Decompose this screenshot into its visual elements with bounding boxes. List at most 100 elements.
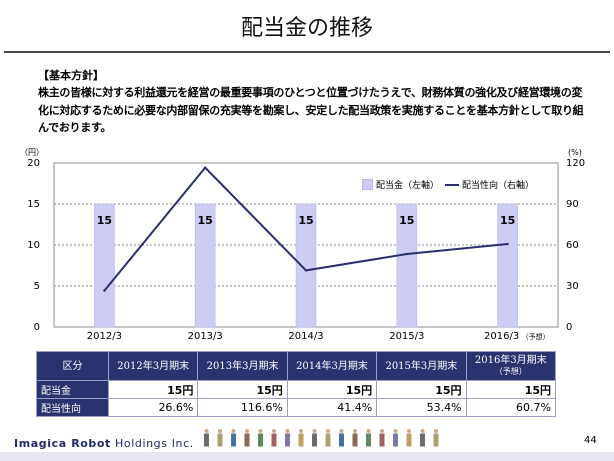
bar [396,203,418,328]
row-label-payout: 配当性向 [36,398,109,417]
bar-data-label: 15 [198,214,213,227]
bar-data-label: 15 [399,214,414,227]
person-figure-body [420,433,425,447]
person-figure-body [379,433,385,447]
legend-item-payout: 配当性向（右軸） [445,178,534,191]
y-left-tick-label: 0 [34,322,40,333]
table-header-cell: 2014年3月期末 [286,351,378,381]
person-figure-head [218,429,222,433]
company-logo-rest: Holdings Inc. [110,437,194,450]
person-figure-body [285,433,290,447]
table-cell: 15円 [197,380,288,399]
person-figure-head [245,429,249,433]
line-point [506,242,509,246]
person-figure-head [366,429,371,433]
x-tick-label: 2014/3 [288,331,323,342]
person-figure-body [352,433,358,447]
table-header-cell: 2016年3月期末 （予想） [465,351,557,381]
y-left-tick-label: 20 [27,158,40,169]
y-left-unit: （円） [20,148,44,157]
line-point [304,269,308,272]
person-figure-head [312,429,317,433]
person-figure-head [407,429,411,433]
person-figure-body [393,433,398,447]
person-figure-body [325,433,331,447]
table-cell: 15円 [465,380,557,399]
table-header-row: 区分 2012年3月期末 2013年3月期末 2014年3月期末 2015年3月… [36,351,557,381]
y-right-tick-label: 90 [566,199,579,210]
person-figure-body [339,433,344,447]
person-figure-head [258,429,263,433]
bar [94,203,115,328]
policy-body: 株主の皆様に対する利益還元を経営の最重要事項のひとつと位置づけたうえで、財務体質… [38,86,584,134]
person-figure-head [204,429,209,433]
y-right-tick-label: 60 [566,240,579,251]
person-figure-body [204,433,209,447]
person-figure-body [312,433,317,447]
chart-svg: 0 5 10 15 20 0 30 60 90 120 （円） (%) 15 15 15 15 15 2012/3… [20,148,585,342]
company-logo: Imagica Robot Holdings Inc. [14,437,194,450]
table-cell: 15円 [107,380,199,399]
table-cell: 60.7% [465,398,557,417]
line-point [204,166,207,169]
table-header-cell: 2012年3月期末 [107,351,199,381]
table-row: 配当性向 26.6% 116.6% 41.4% 53.4% 60.7% [36,398,557,417]
person-figure-body [217,433,223,447]
person-figure-head [380,429,384,433]
person-figure-body [366,433,371,447]
bar-data-label: 15 [500,214,515,227]
person-figure-body [231,433,236,447]
person-figure-head [339,429,344,433]
legend-item-dividend: 配当金（左軸） [362,178,439,191]
row-label-dividend: 配当金 [36,380,109,399]
line-point [103,289,106,292]
bar [194,203,216,328]
bar [497,203,518,328]
person-figure-head [434,429,438,433]
forecast-note: （予想） [494,367,527,376]
y-right-tick-label: 30 [566,281,579,292]
dividend-chart: 0 5 10 15 20 0 30 60 90 120 （円） (%) 15 15 15 15 15 2012/3… [0,140,614,350]
table-cell: 15円 [286,380,378,399]
table-cell: 116.6% [197,398,288,417]
title-divider [4,51,610,53]
company-logo-bold: Imagica Robot [14,437,111,450]
x-tick-label: 2015/3 [389,331,424,342]
chart-legend: 配当金（左軸） 配当性向（右軸） [362,178,534,191]
policy-heading: 【基本方針】 [38,69,104,82]
table-cell: 41.4% [286,398,378,417]
person-figure-body [258,433,263,447]
legend-swatch-bar [362,179,373,190]
dividend-table: 区分 2012年3月期末 2013年3月期末 2014年3月期末 2015年3月… [36,351,557,417]
bar-data-label: 15 [298,214,313,227]
person-figure-head [231,429,236,433]
person-figure-body [298,433,304,447]
legend-swatch-line [445,183,460,186]
legend-label-dividend: 配当金（左軸） [376,181,440,191]
person-figure-body [433,433,439,447]
bar [295,203,317,328]
x-tick-label: 2013/3 [188,331,223,342]
y-right-tick-label: 120 [566,158,585,169]
y-right-tick-label: 0 [566,322,572,333]
y-left-tick-label: 5 [34,281,40,292]
table-cell: 15円 [376,380,467,399]
table-header-label: 区分 [36,351,109,381]
legend-label-payout: 配当性向（右軸） [462,181,535,191]
table-cell: 26.6% [107,398,199,417]
y-right-unit: (%) [568,148,582,157]
line-point [405,252,408,256]
table-row: 配当金 15円 15円 15円 15円 15円 [36,380,557,399]
page-title: 配当金の推移 [240,16,373,41]
person-figure-head [285,429,290,433]
person-figure-body [271,433,277,447]
x-tick-label: 2016/3 [484,331,519,342]
person-figure-head [299,429,303,433]
page-number: 44 [584,435,597,446]
y-left-tick-label: 15 [27,199,40,210]
people-illustration [204,429,439,447]
person-figure-head [393,429,398,433]
table-header-cell: 2013年3月期末 [197,351,288,381]
person-figure-body [244,433,250,447]
person-figure-head [272,429,276,433]
